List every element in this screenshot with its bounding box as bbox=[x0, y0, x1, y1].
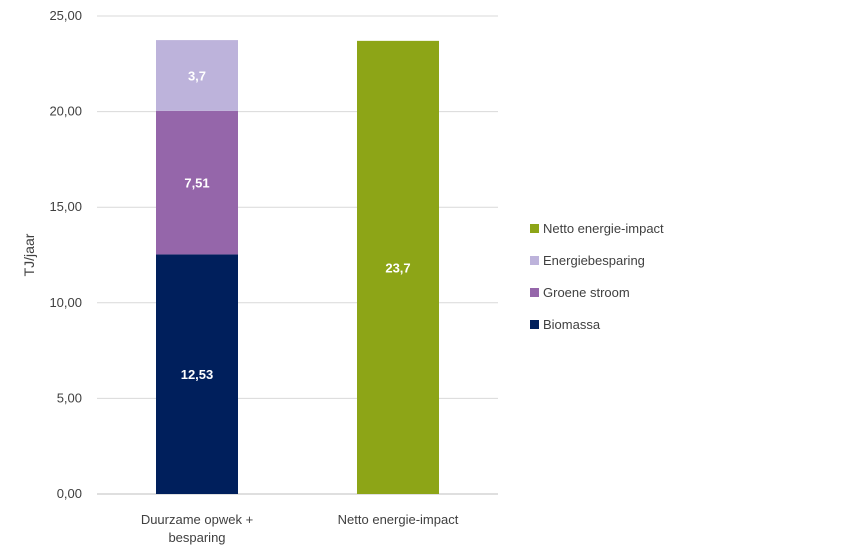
y-tick-label: 25,00 bbox=[49, 8, 82, 23]
bar-segment bbox=[357, 40, 439, 495]
y-tick-label: 20,00 bbox=[49, 104, 82, 119]
y-axis-label: TJ/jaar bbox=[21, 233, 37, 276]
x-category-label: Duurzame opwek + besparing bbox=[141, 512, 253, 545]
legend-label: Biomassa bbox=[543, 317, 601, 332]
legend-swatch bbox=[530, 288, 539, 297]
data-label: 7,51 bbox=[184, 176, 209, 191]
legend-label: Energiebesparing bbox=[543, 253, 645, 268]
data-label: 12,53 bbox=[181, 367, 214, 382]
x-axis-categories: Duurzame opwek + besparing Netto energie-i… bbox=[141, 512, 459, 545]
legend-swatch bbox=[530, 224, 539, 233]
legend-label: Groene stroom bbox=[543, 285, 630, 300]
data-label: 3,7 bbox=[188, 68, 206, 83]
legend: Netto energie-impact Energiebesparing Groe… bbox=[530, 221, 664, 332]
data-labels: 12,53 7,51 3,7 23,7 bbox=[181, 68, 411, 382]
x-category-label: Netto energie-impact bbox=[338, 512, 459, 527]
bar-segment bbox=[156, 110, 238, 255]
bar-segment bbox=[156, 40, 238, 111]
legend-swatch bbox=[530, 320, 539, 329]
y-tick-label: 15,00 bbox=[49, 199, 82, 214]
y-axis-ticks: 0,00 5,00 10,00 15,00 20,00 25,00 bbox=[49, 8, 82, 501]
bar-segment bbox=[156, 254, 238, 494]
legend-swatch bbox=[530, 256, 539, 265]
bars bbox=[156, 40, 439, 495]
y-tick-label: 0,00 bbox=[57, 486, 82, 501]
y-tick-label: 5,00 bbox=[57, 390, 82, 405]
data-label: 23,7 bbox=[385, 260, 410, 275]
legend-label: Netto energie-impact bbox=[543, 221, 664, 236]
y-tick-label: 10,00 bbox=[49, 295, 82, 310]
